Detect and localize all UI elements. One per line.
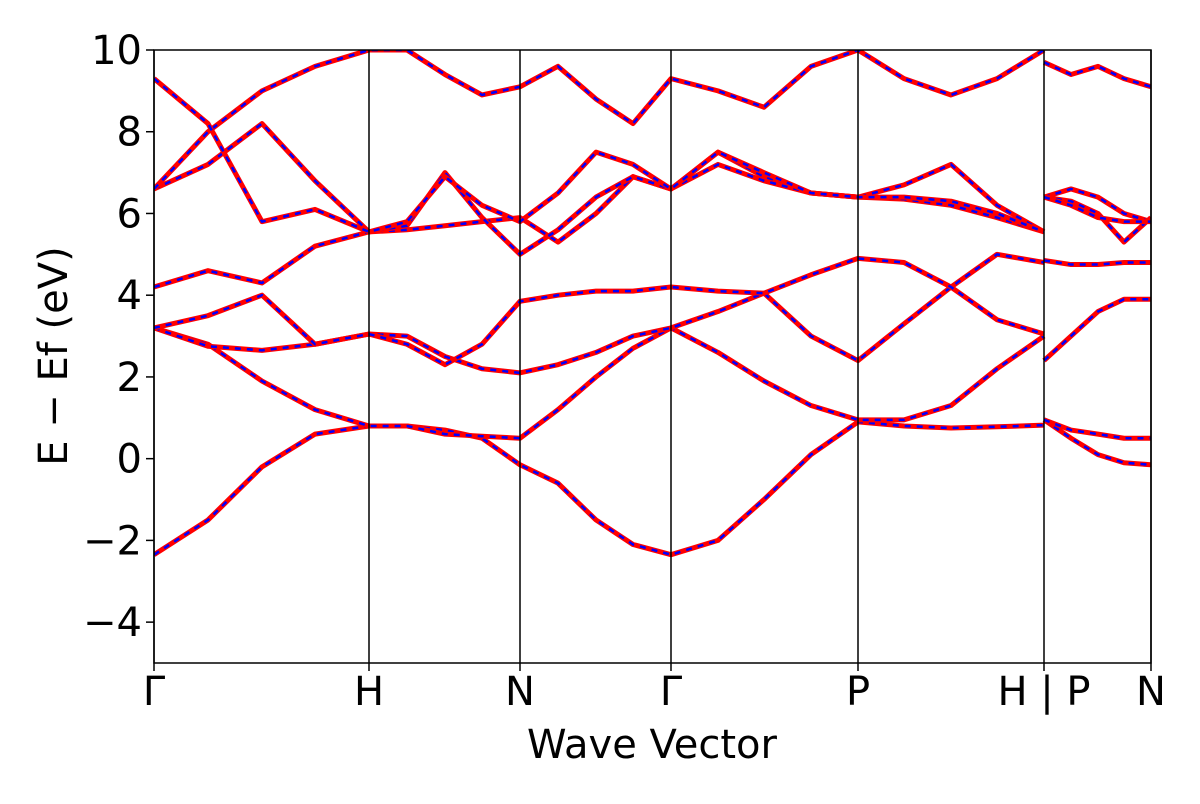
x-tick-label: N	[505, 669, 535, 715]
y-axis-label: E − Ef (eV)	[31, 246, 77, 465]
y-tick-label: 2	[117, 355, 142, 401]
band-line-overlay	[154, 326, 1151, 440]
band-line-overlay	[154, 77, 1151, 234]
band-line-overlay	[154, 418, 1151, 556]
band-line-overlay	[154, 257, 1151, 366]
band-line-overlay	[154, 150, 1151, 289]
x-tick-label: Γ	[660, 669, 683, 715]
y-tick-label: −4	[83, 600, 142, 646]
y-tick-label: −2	[83, 518, 142, 564]
x-tick-label: P	[846, 669, 870, 715]
plot-area	[154, 50, 1151, 558]
y-tick-label: 0	[117, 437, 142, 483]
x-axis-label: Wave Vector	[527, 722, 778, 768]
x-tick-label: H | P	[997, 669, 1090, 715]
y-tick-label: 8	[117, 110, 142, 156]
band-line-overlay	[154, 50, 1151, 190]
y-tick-label: 4	[117, 273, 142, 319]
x-tick-label: N	[1136, 669, 1166, 715]
x-tick-label: Γ	[143, 669, 166, 715]
y-tick-label: 6	[117, 191, 142, 237]
y-tick-label: 10	[91, 28, 142, 74]
x-tick-label: H	[354, 669, 384, 715]
